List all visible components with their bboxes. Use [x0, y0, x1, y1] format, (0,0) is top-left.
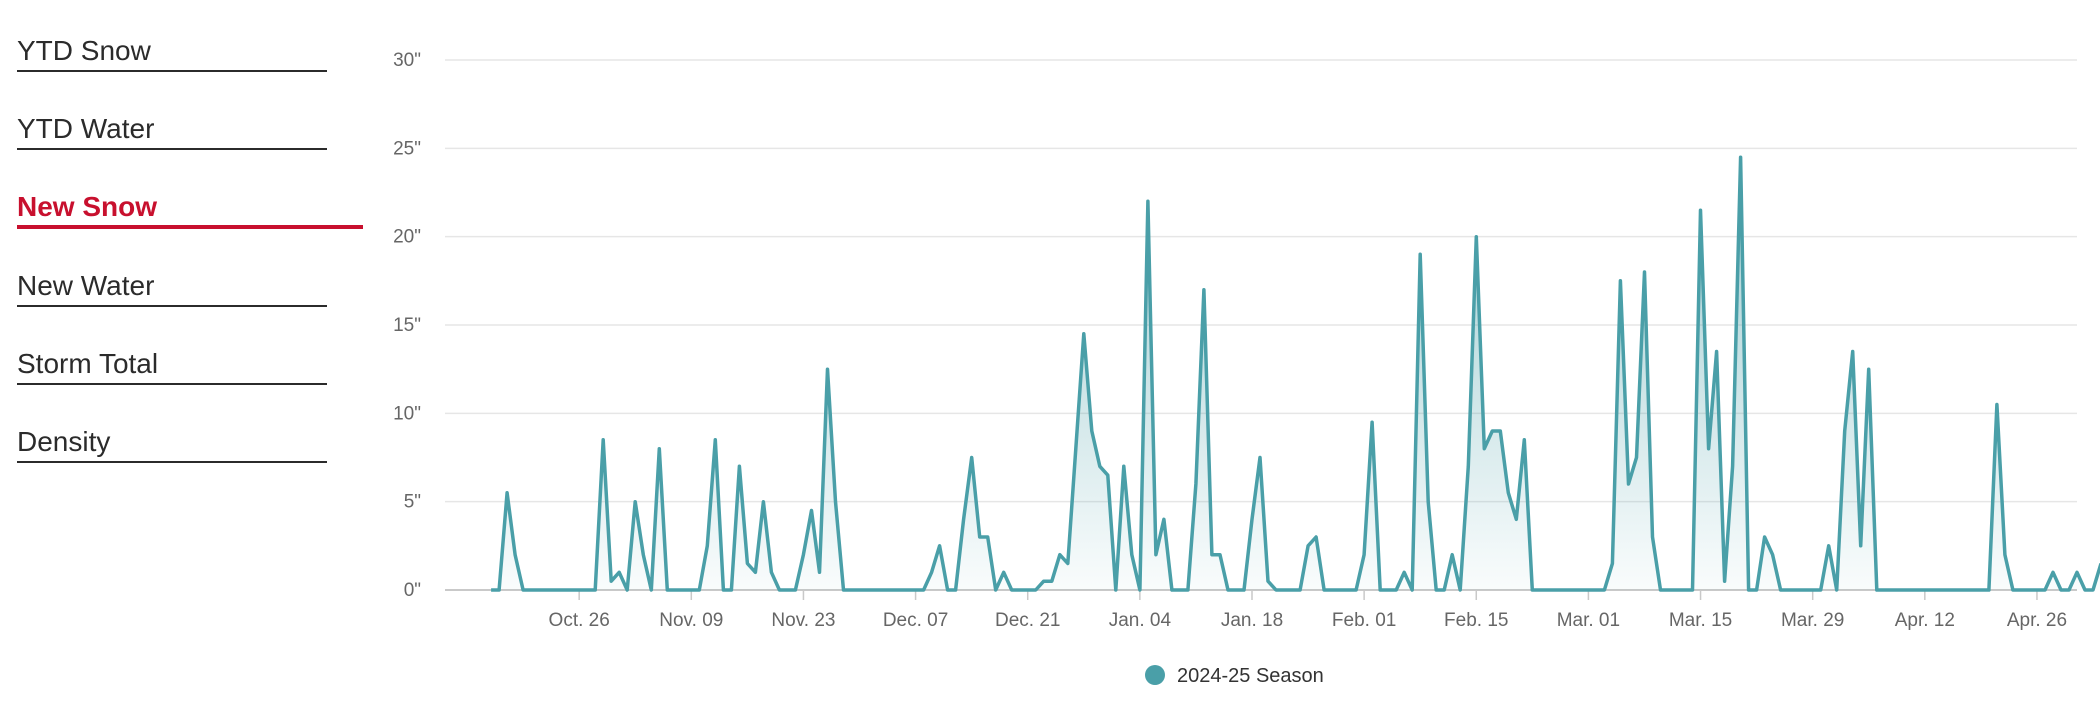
- menu-item-density[interactable]: Density: [17, 427, 327, 463]
- x-tick-label: Nov. 23: [771, 610, 835, 631]
- x-tick-label: Mar. 15: [1669, 610, 1732, 631]
- y-tick-label: 10": [393, 403, 421, 424]
- y-tick-label: 5": [404, 492, 421, 513]
- menu-item-ytd-snow[interactable]: YTD Snow: [17, 36, 327, 72]
- series-line-2024-25[interactable]: [491, 155, 2100, 592]
- x-tick-label: Feb. 15: [1444, 610, 1508, 631]
- y-axis: 0" 5" 10" 15" 20" 25" 30": [393, 50, 421, 601]
- legend-label[interactable]: 2024-25 Season: [1177, 665, 1324, 687]
- menu-item-new-water[interactable]: New Water: [17, 271, 327, 307]
- menu-item-new-snow[interactable]: New Snow: [17, 192, 363, 229]
- series-area-2024-25: [491, 157, 2100, 590]
- new-snow-chart: 0" 5" 10" 15" 20" 25" 30" Oct. 26 Nov. 09 Nov. 2…: [370, 0, 2100, 707]
- y-tick-label: 0": [404, 580, 421, 601]
- y-tick-label: 30": [393, 50, 421, 71]
- chart-svg: 0" 5" 10" 15" 20" 25" 30" Oct. 26 Nov. 09 Nov. 2…: [393, 50, 2100, 687]
- x-tick-label: Mar. 01: [1557, 610, 1620, 631]
- x-axis: Oct. 26 Nov. 09 Nov. 23 Dec. 07 Dec. 21 Jan. …: [549, 590, 2067, 631]
- x-tick-label: Apr. 12: [1895, 610, 1955, 631]
- menu-item-ytd-water[interactable]: YTD Water: [17, 114, 327, 150]
- legend[interactable]: 2024-25 Season: [1145, 665, 1324, 687]
- x-tick-label: Apr. 26: [2007, 610, 2067, 631]
- metric-sidebar: YTD Snow YTD Water New Snow New Water St…: [0, 0, 370, 707]
- x-tick-label: Dec. 07: [883, 610, 948, 631]
- y-tick-label: 20": [393, 227, 421, 248]
- y-tick-label: 15": [393, 315, 421, 336]
- y-tick-label: 25": [393, 138, 421, 159]
- menu-item-storm-total[interactable]: Storm Total: [17, 349, 327, 385]
- legend-marker-icon[interactable]: [1145, 665, 1165, 685]
- x-tick-label: Oct. 26: [549, 610, 610, 631]
- x-tick-label: Jan. 18: [1221, 610, 1283, 631]
- x-tick-label: Dec. 21: [995, 610, 1060, 631]
- x-tick-label: Mar. 29: [1781, 610, 1844, 631]
- x-tick-label: Jan. 04: [1109, 610, 1172, 631]
- x-tick-label: Feb. 01: [1332, 610, 1396, 631]
- x-tick-label: Nov. 09: [659, 610, 723, 631]
